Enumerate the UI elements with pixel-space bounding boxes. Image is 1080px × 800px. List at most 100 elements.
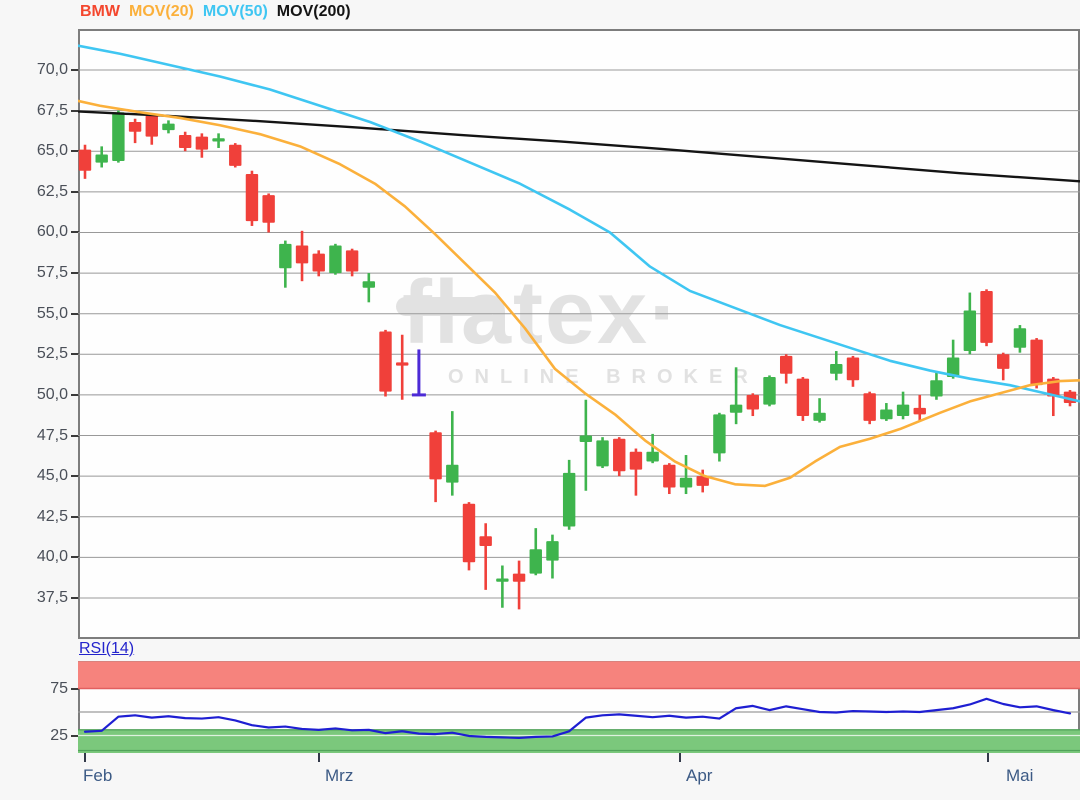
candle-body [663,464,676,488]
candle-body [980,290,993,343]
candle-body [379,331,392,392]
candle-up [579,399,593,491]
candle-down [613,437,626,477]
y-axis-tick [71,231,79,234]
candle-up [646,433,659,464]
y-axis-label: 45,0 [36,467,68,485]
candle-body [729,404,743,413]
candle-down [980,289,993,347]
candle-down [312,250,325,277]
candle-body [462,503,476,563]
candle-body [613,438,626,472]
candle-body [763,377,776,405]
candle-up [446,411,459,496]
candle-body [997,354,1010,369]
candle-body [212,138,225,142]
y-axis-label: 67,5 [36,101,68,119]
legend-mov50: MOV(50) [202,3,268,20]
candle-body [396,362,409,366]
candle-body [1030,339,1043,386]
price-gridlines [78,69,1080,599]
candle-down [195,133,209,158]
x-axis-label: Apr [686,766,713,785]
x-axis-tick [987,753,989,762]
ma-line-mov(200) [78,110,1080,183]
y-axis-label: 55,0 [36,304,68,322]
rsi-plot [78,661,1080,753]
rsi-y-axis-label: 75 [50,679,68,697]
candle-down [345,248,359,277]
candle-up [1013,325,1027,353]
candle-up [729,367,743,425]
candlestick-plot [78,44,1080,610]
candle-body [162,123,175,131]
candle-up [496,565,509,608]
oversold-band [78,729,1080,753]
y-axis-label: 47,5 [36,426,68,444]
legend-mov20: MOV(20) [128,3,194,20]
y-axis-label: 60,0 [36,223,68,241]
candle-body [629,451,643,470]
candle-body [596,440,609,467]
candle-up [930,372,943,400]
price-chart-canvas[interactable]: flatex· ONLINE BROKER [78,29,1080,639]
y-axis-label: 50,0 [36,385,68,403]
watermark-logo-bar [396,297,496,316]
candle-body [796,378,810,417]
x-axis-tick [318,753,320,762]
candle-up [162,120,175,134]
candle-down [863,391,876,425]
rsi-chart-canvas[interactable] [78,661,1080,753]
ma-line-mov(50) [78,44,1080,403]
candle-body [579,435,593,443]
y-axis-label: 52,5 [36,345,68,363]
candle-up [596,437,609,469]
candle-body [195,136,209,150]
candle-down [1030,338,1043,389]
candle-body [546,541,559,561]
y-axis-tick [71,69,79,71]
candle-up [529,528,542,576]
candle-body [312,253,325,272]
candle-body [746,394,759,410]
candle-body [112,112,125,161]
candle-body [679,477,693,488]
candle-body [446,464,459,483]
x-axis-label: Mai [1006,766,1034,785]
rsi-y-axis-tick [71,734,79,737]
candle-down [295,230,309,282]
candle-body [1013,328,1027,348]
y-axis-label: 70,0 [36,61,68,78]
candle-down [396,334,409,400]
y-axis-tick [71,434,79,437]
candle-up [562,459,576,530]
candle-body [345,250,359,272]
y-axis-tick [71,515,79,518]
candle-body [78,149,92,171]
candle-body [279,243,292,269]
candle-down [429,430,442,503]
rsi-y-axis-tick [71,687,79,690]
candle-down [913,394,926,421]
y-axis-label: 42,5 [36,507,68,525]
y-axis-tick [71,109,79,112]
legend-mov200: MOV(200) [276,3,351,20]
candle-up [896,391,910,420]
candle-up [212,133,225,148]
candle-body [128,121,142,132]
y-axis-tick [71,272,79,275]
candle-up [679,455,693,495]
candle-down [128,118,142,144]
candle-body [779,355,793,374]
candle-body [529,549,542,574]
candle-down [796,377,810,421]
y-axis-label: 37,5 [36,588,68,606]
candle-down [779,354,793,384]
candle-body [896,404,910,417]
candle-down [846,355,860,387]
candle-body [963,310,977,352]
candle-body [496,578,509,582]
chart-legend: BMW MOV(20) MOV(50) MOV(200) [80,3,351,21]
rsi-line [83,697,1072,739]
rsi-y-axis-label: 25 [50,726,68,744]
